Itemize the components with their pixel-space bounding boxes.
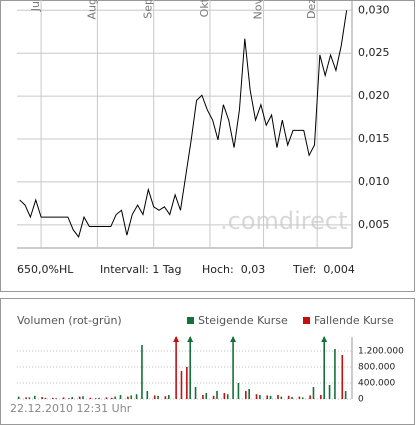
volume-bar <box>212 395 215 399</box>
y-tick-label: 0,005 <box>358 218 390 231</box>
y-tick-label: 0 <box>358 395 364 405</box>
x-tick-label: Jul <box>29 0 42 12</box>
volume-bar <box>114 396 116 399</box>
price-frame <box>0 0 415 292</box>
volume-bar <box>111 397 113 399</box>
volume-bar <box>68 398 70 399</box>
volume-bar <box>175 337 177 399</box>
watermark: .comdirect <box>220 207 348 235</box>
stat: Hoch: 0,03 <box>202 263 265 276</box>
volume-bar <box>135 394 138 399</box>
volume-bar <box>223 393 226 399</box>
x-tick-label: Aug <box>85 0 98 19</box>
volume-bar <box>266 395 269 399</box>
volume-bar <box>41 397 43 399</box>
volume-bar <box>189 337 191 399</box>
volume-bar <box>17 396 20 399</box>
volume-bar <box>202 395 204 399</box>
volume-bar <box>164 396 167 399</box>
volume-bar <box>153 395 156 399</box>
legend-label: Steigende Kurse <box>198 314 288 327</box>
volume-bar <box>216 391 218 399</box>
stat: Tief: 0,004 <box>292 263 355 276</box>
stat: 650,0%HL <box>17 263 74 276</box>
volume-bar <box>71 397 74 399</box>
volume-bar <box>78 396 81 399</box>
y-tick-label: 0,020 <box>358 89 390 102</box>
timestamp: 22.12.2010 12:31 Uhr <box>10 402 132 415</box>
volume-bar <box>146 391 149 399</box>
x-tick-label: Nov <box>252 0 265 19</box>
price-line <box>19 10 348 238</box>
volume-bar <box>28 397 31 399</box>
volume-bar <box>89 397 92 399</box>
volume-bar <box>334 349 336 399</box>
volume-bar <box>341 355 344 399</box>
volume-bar <box>33 395 36 399</box>
volume-bar <box>62 397 65 399</box>
legend-label: Fallende Kurse <box>314 314 394 327</box>
volume-bar <box>98 397 100 399</box>
volume-bar <box>130 395 133 399</box>
volume-bar <box>82 396 84 399</box>
y-tick-label: 400.000 <box>358 379 395 389</box>
volume-bar <box>141 345 143 399</box>
volume-bar <box>280 396 283 399</box>
volume-bar <box>312 387 315 399</box>
volume-bar <box>237 383 240 399</box>
volume-bar <box>301 397 304 399</box>
volume-bar <box>205 393 208 399</box>
volume-bar <box>259 395 261 399</box>
volume-bar <box>277 395 279 399</box>
volume-bar <box>52 397 54 399</box>
volume-bar <box>94 398 97 399</box>
volume-bar <box>119 395 122 399</box>
volume-bar <box>105 397 108 399</box>
legend-swatch <box>187 317 194 324</box>
volume-bar <box>245 391 247 399</box>
y-tick-label: 0,025 <box>358 46 390 59</box>
overflow-arrow <box>187 336 194 342</box>
volume-bar <box>309 395 311 399</box>
volume-title: Volumen (rot-grün) <box>17 314 122 327</box>
volume-bar <box>328 385 331 399</box>
y-tick-label: 1.200.000 <box>358 347 404 357</box>
volume-bar <box>186 367 188 399</box>
y-tick-label: 0,030 <box>358 3 390 16</box>
volume-bar <box>194 387 197 399</box>
volume-bar <box>127 396 129 399</box>
volume-bar <box>55 398 57 399</box>
stat: Intervall: 1 Tag <box>100 263 182 276</box>
y-tick-label: 0,015 <box>358 132 390 145</box>
volume-bar <box>255 394 258 399</box>
overflow-arrow <box>321 336 328 342</box>
volume-bar <box>320 395 322 399</box>
volume-bar <box>180 371 183 399</box>
overflow-arrow <box>173 336 180 342</box>
volume-bar <box>291 397 293 399</box>
volume-bar <box>323 337 325 399</box>
volume-bar <box>167 395 170 399</box>
volume-bar <box>44 397 47 399</box>
volume-bar <box>269 395 272 399</box>
x-tick-label: Sep <box>142 0 155 19</box>
volume-bar <box>232 337 234 399</box>
overflow-arrow <box>230 336 237 342</box>
volume-bar <box>287 395 290 399</box>
volume-bar <box>344 391 347 399</box>
x-tick-label: Dez <box>305 0 318 19</box>
volume-bar <box>298 396 301 399</box>
volume-bar <box>248 389 250 399</box>
y-tick-label: 0,010 <box>358 175 390 188</box>
volume-bar <box>25 397 27 399</box>
volume-bar <box>226 394 229 399</box>
legend-swatch <box>303 317 310 324</box>
volume-bar <box>157 395 159 399</box>
y-tick-label: 800.000 <box>358 363 395 373</box>
x-tick-label: Okt <box>198 0 211 17</box>
